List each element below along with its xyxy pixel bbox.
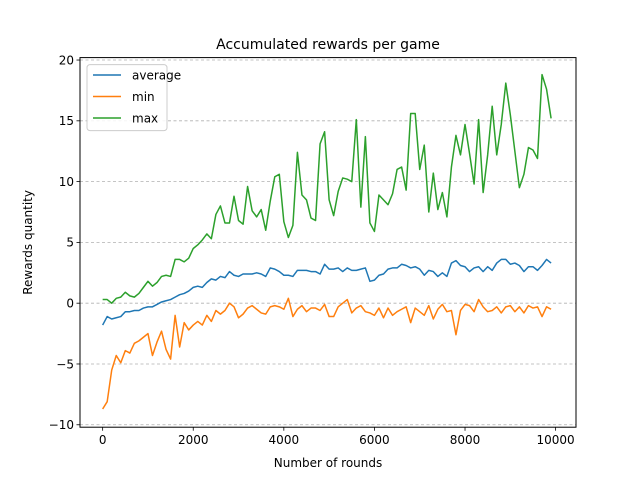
x-axis-label: Number of rounds <box>274 456 383 470</box>
chart-title: Accumulated rewards per game <box>216 37 440 53</box>
y-tick-label: 0 <box>66 296 74 310</box>
y-tick-label: −5 <box>56 357 74 371</box>
legend: average min max <box>86 64 181 132</box>
series-layer <box>101 73 552 410</box>
x-tick-label: 8000 <box>450 433 481 447</box>
y-tick-label: 15 <box>59 114 74 128</box>
y-tick-label: 5 <box>66 236 74 250</box>
series-line-min <box>102 297 552 410</box>
legend-label-min: min <box>132 90 155 104</box>
x-tick-label: 4000 <box>269 433 300 447</box>
legend-label-average: average <box>132 68 181 82</box>
y-tick-label: 10 <box>59 175 74 189</box>
x-tick-label: 2000 <box>178 433 209 447</box>
legend-box <box>86 64 168 132</box>
x-axis: 0 2000 4000 6000 8000 10000 <box>99 427 575 447</box>
y-tick-label: 20 <box>59 53 74 67</box>
x-tick-label: 0 <box>99 433 107 447</box>
y-tick-label: −10 <box>49 418 74 432</box>
legend-label-max: max <box>132 111 158 125</box>
series-line-average <box>101 258 552 326</box>
y-axis-label: Rewards quantity <box>21 190 35 295</box>
series-line-max <box>102 73 552 304</box>
y-axis: −10 −5 0 5 10 15 20 <box>49 53 80 432</box>
x-tick-label: 10000 <box>537 433 575 447</box>
x-tick-label: 6000 <box>359 433 390 447</box>
